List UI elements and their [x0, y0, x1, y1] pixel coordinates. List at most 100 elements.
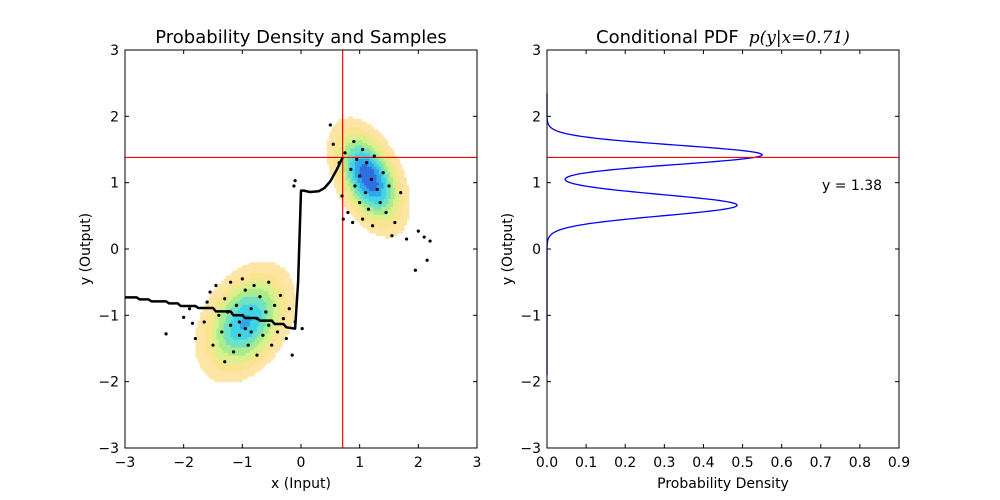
y-tick-label: −1 [98, 308, 119, 324]
sample-point [300, 327, 304, 331]
y-tick-label: 3 [110, 43, 119, 59]
sample-point [211, 343, 215, 347]
y-tick-label: −2 [98, 375, 119, 391]
sample-point [202, 320, 206, 324]
sample-point [243, 288, 247, 292]
x-tick-label: 0.7 [810, 455, 832, 471]
sample-point [261, 333, 265, 337]
sample-point [293, 320, 297, 324]
sample-point [264, 310, 268, 314]
sample-point [270, 343, 274, 347]
y-tick-label: 3 [532, 43, 541, 59]
sample-point [363, 191, 368, 195]
sample-point [290, 353, 294, 357]
sample-point [390, 234, 394, 238]
sample-point [214, 283, 218, 288]
left-plot-area [125, 50, 477, 448]
x-tick-label: 0.4 [692, 455, 714, 471]
sample-point [352, 139, 356, 144]
left-x-axis-label: x (Input) [271, 476, 331, 492]
y-tick-label: −3 [98, 441, 119, 457]
sample-point [341, 217, 345, 221]
sample-point [366, 207, 371, 211]
sample-point [190, 321, 195, 325]
sample-point [353, 184, 357, 188]
sample-point [393, 220, 397, 225]
sample-point [375, 187, 379, 191]
sample-point [267, 280, 271, 284]
sample-point [358, 174, 362, 178]
sample-point [378, 200, 382, 205]
sample-point [249, 307, 253, 311]
sample-point [255, 353, 259, 357]
x-tick-label: 0.0 [536, 455, 558, 471]
left-panel: Probability Density and Samples −3 −2 −1 0 1… [78, 27, 481, 492]
sample-point [349, 167, 353, 171]
sample-point [240, 277, 244, 281]
sample-point [428, 239, 432, 243]
x-tick-label: −3 [115, 455, 136, 471]
sample-point [234, 303, 239, 307]
sample-point [284, 336, 288, 341]
x-tick-label: 0.9 [888, 455, 910, 471]
y-tick-label: −3 [520, 441, 541, 457]
y-tick-label: 0 [532, 242, 541, 258]
sample-point [387, 184, 391, 188]
sample-point [223, 360, 227, 364]
density-contour-fill [359, 164, 379, 192]
y-tick-label: 2 [532, 109, 541, 125]
sample-point [249, 330, 253, 334]
x-tick-label: 0 [297, 455, 306, 471]
x-tick-label: 0.3 [653, 455, 675, 471]
sample-point [231, 350, 236, 354]
y-tick-label: 1 [110, 176, 119, 192]
sample-point [399, 191, 403, 195]
sample-point [273, 303, 277, 307]
sample-point [182, 315, 186, 319]
sample-point [246, 343, 250, 347]
y-tick-label: 0 [110, 242, 119, 258]
mode-curve-line [125, 156, 344, 330]
right-title-math: p(y|x=0.71) [749, 28, 850, 48]
sample-point [343, 151, 347, 155]
sample-point [340, 194, 344, 198]
y-tick-label: 1 [532, 176, 541, 192]
y-tick-label: −1 [520, 308, 541, 324]
sample-point [237, 333, 241, 337]
sample-point [381, 171, 385, 175]
sample-point [278, 293, 283, 298]
sample-point [331, 142, 335, 146]
sample-point [164, 332, 168, 336]
sample-point [370, 224, 375, 228]
sample-point [416, 229, 420, 233]
sample-point [258, 295, 262, 299]
sample-point [422, 235, 426, 239]
sample-point [405, 237, 409, 241]
x-tick-label: 0.5 [731, 455, 753, 471]
right-panel: Conditional PDF p(y|x=0.71) 0.0 0.1 0.2 0.3… [500, 27, 910, 492]
sample-point [240, 313, 244, 317]
sample-points [164, 123, 432, 364]
sample-point [384, 210, 388, 215]
sample-point [217, 313, 221, 317]
sample-point [355, 157, 359, 162]
sample-point [328, 123, 332, 127]
x-tick-label: 2 [414, 455, 423, 471]
density-contour-level-8 [359, 164, 379, 192]
sample-point [425, 258, 429, 262]
sample-point [293, 179, 297, 183]
sample-point [372, 154, 376, 158]
sample-point [281, 317, 285, 321]
sample-point [205, 300, 209, 304]
sample-point [252, 283, 256, 288]
sample-point [358, 200, 362, 205]
sample-point [226, 310, 230, 314]
right-x-axis-label: Probability Density [657, 476, 789, 492]
y-tick-label: −2 [520, 375, 541, 391]
x-tick-label: 0.1 [575, 455, 597, 471]
x-tick-label: 3 [473, 455, 482, 471]
left-title: Probability Density and Samples [155, 27, 446, 48]
x-tick-label: 0.8 [849, 455, 871, 471]
sample-point [369, 177, 373, 181]
